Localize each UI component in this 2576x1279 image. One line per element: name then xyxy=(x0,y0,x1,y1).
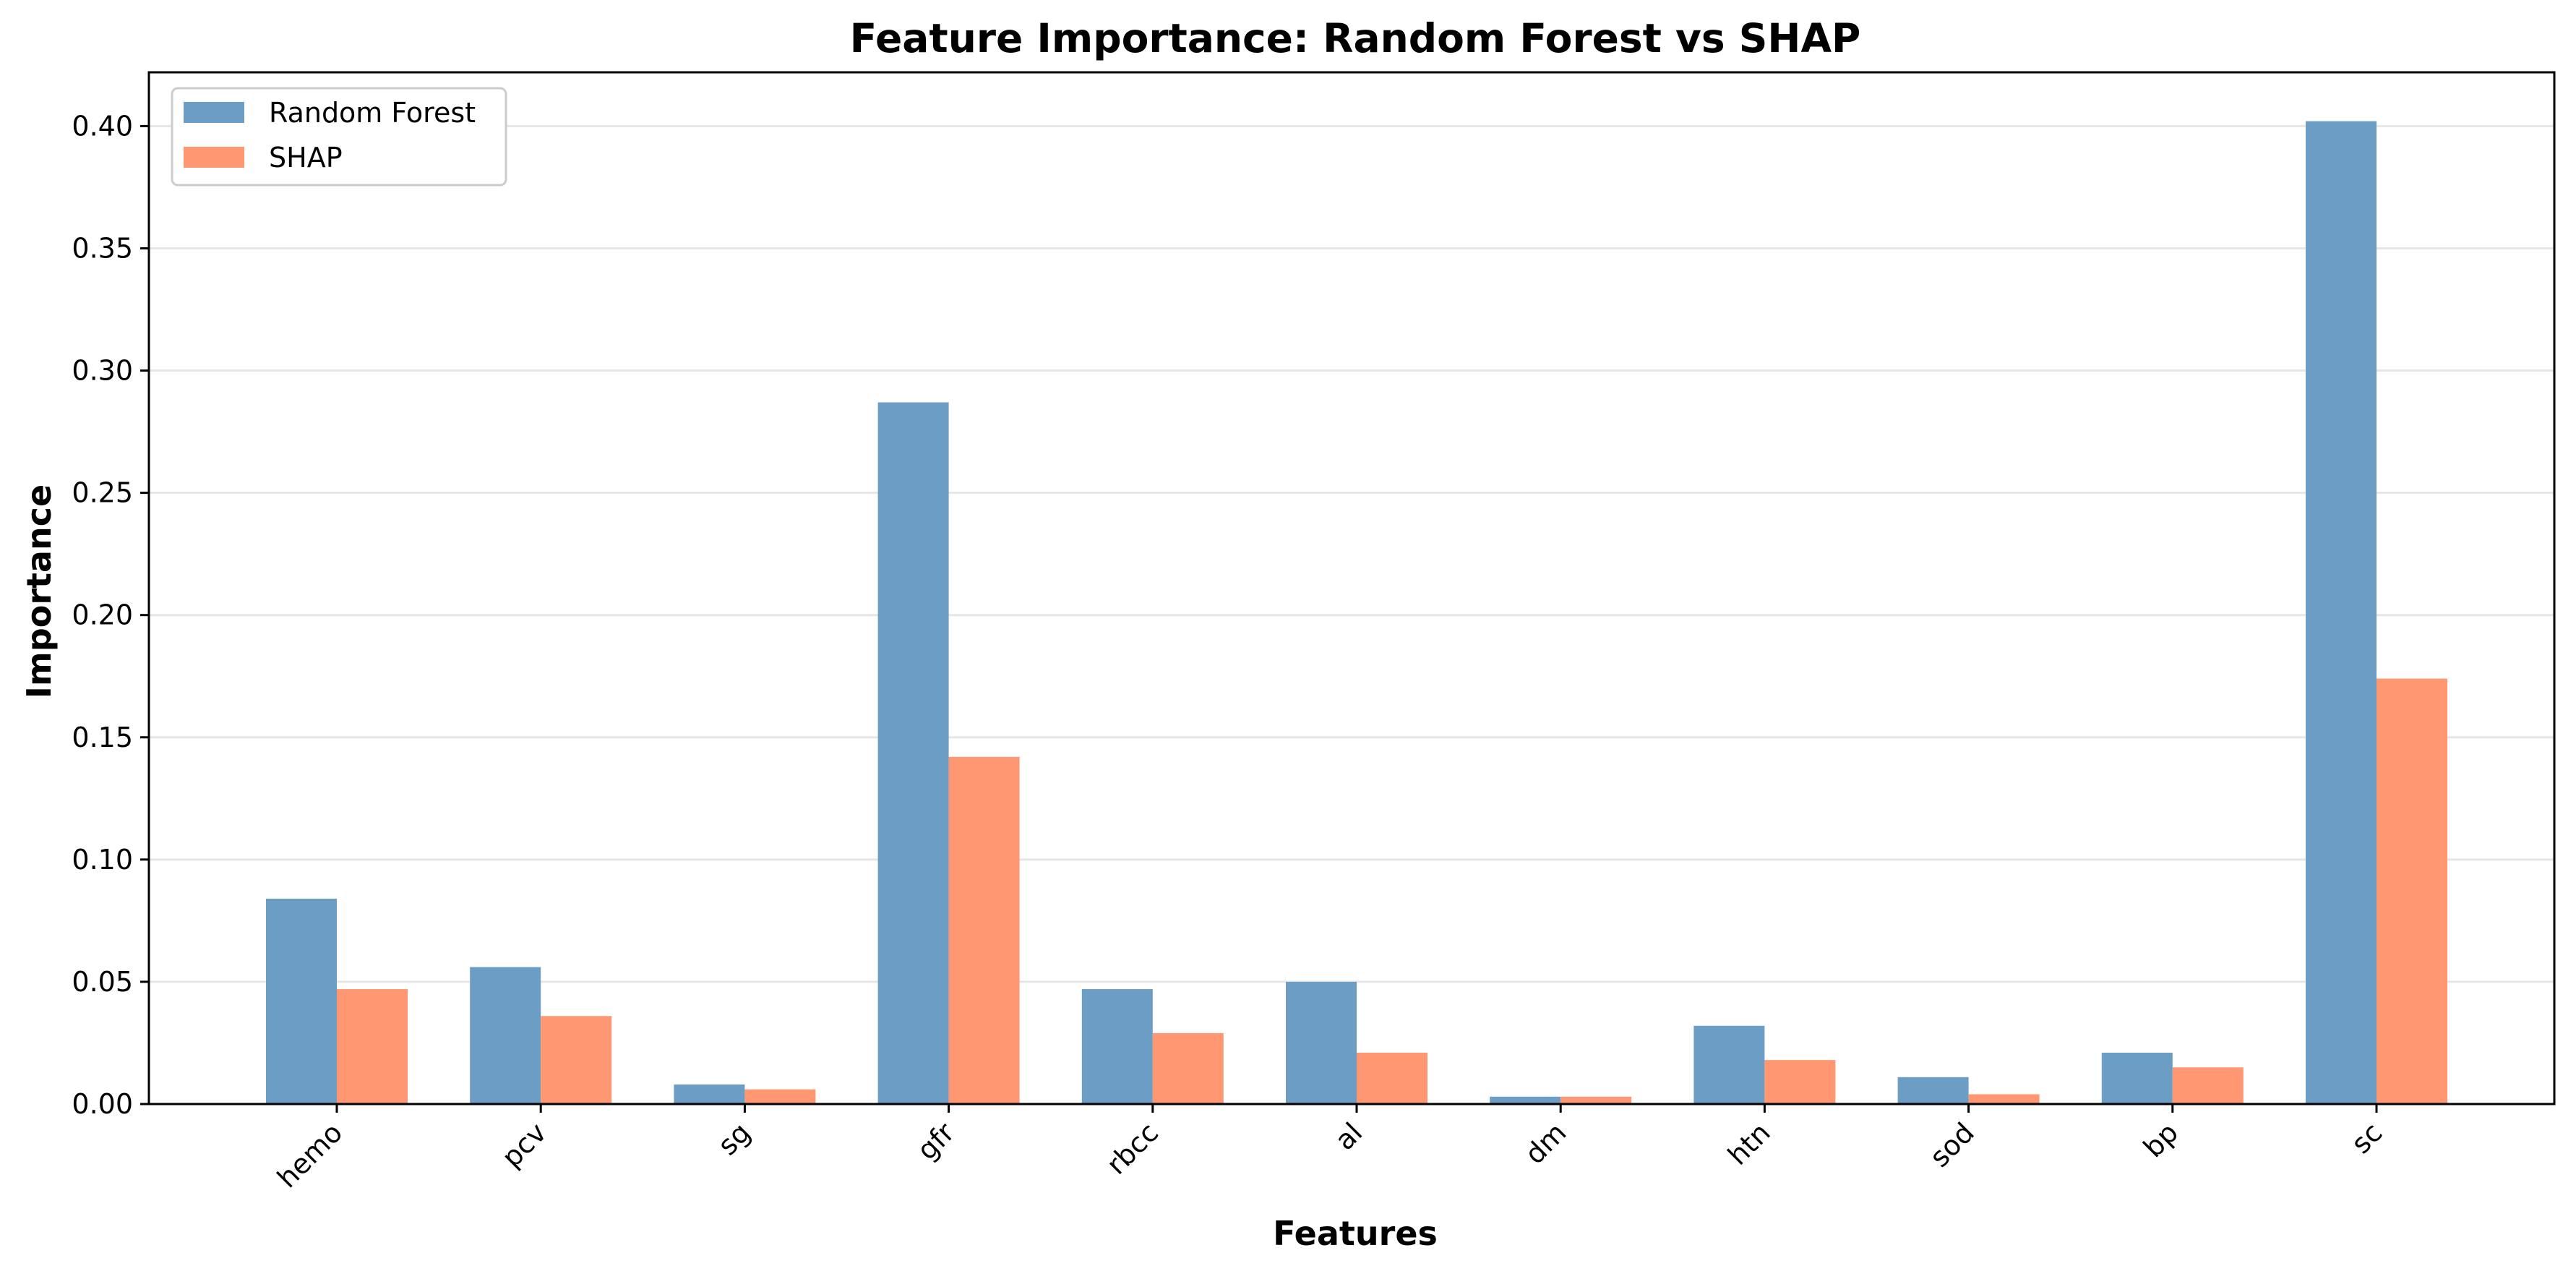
y-tick-label: 0.15 xyxy=(72,722,133,753)
bar-random-forest-sod xyxy=(1897,1077,1969,1104)
y-tick-label: 0.30 xyxy=(72,355,133,387)
y-tick-label: 0.35 xyxy=(72,232,133,264)
legend-swatch-random-forest xyxy=(184,102,244,123)
legend-label-shap: SHAP xyxy=(269,142,343,174)
bar-random-forest-pcv xyxy=(470,967,541,1104)
bar-shap-hemo xyxy=(337,989,408,1104)
bar-random-forest-dm xyxy=(1490,1096,1561,1104)
bar-shap-bp xyxy=(2172,1067,2244,1104)
bar-random-forest-htn xyxy=(1693,1025,1765,1104)
legend: Random Forest SHAP xyxy=(171,87,507,187)
legend-swatch-shap xyxy=(184,147,244,168)
y-tick-label: 0.25 xyxy=(72,477,133,509)
bars xyxy=(266,121,2447,1104)
bar-random-forest-al xyxy=(1286,981,1357,1104)
bar-shap-sg xyxy=(744,1089,816,1104)
legend-frame xyxy=(171,87,507,187)
bar-random-forest-rbcc xyxy=(1081,989,1153,1104)
bar-shap-sod xyxy=(1968,1094,2040,1104)
bar-shap-gfr xyxy=(948,756,1020,1104)
bar-shap-rbcc xyxy=(1152,1032,1224,1104)
legend-label-random-forest: Random Forest xyxy=(269,97,476,129)
bar-shap-htn xyxy=(1764,1060,1836,1104)
bar-random-forest-bp xyxy=(2101,1052,2173,1104)
bar-random-forest-sc xyxy=(2306,121,2377,1104)
y-tick-label: 0.10 xyxy=(72,844,133,876)
bar-random-forest-hemo xyxy=(266,898,337,1104)
y-axis-ticks: 0.00 0.05 0.10 0.15 0.20 0.25 0.30 0.35 0.40 xyxy=(72,110,149,1120)
bar-shap-dm xyxy=(1560,1096,1632,1104)
plot-frame xyxy=(147,71,2556,1105)
x-axis-label: Features xyxy=(1273,1214,1438,1253)
bar-random-forest-gfr xyxy=(877,402,949,1104)
y-tick-label: 0.40 xyxy=(72,110,133,142)
bar-shap-pcv xyxy=(541,1016,612,1104)
bar-random-forest-sg xyxy=(674,1084,745,1104)
y-tick-label: 0.05 xyxy=(72,966,133,998)
bar-shap-al xyxy=(1357,1052,1427,1104)
y-axis-label: Importance xyxy=(20,484,59,699)
y-tick-label: 0.20 xyxy=(72,599,133,631)
grid-lines xyxy=(149,124,2554,983)
bar-shap-sc xyxy=(2377,678,2447,1104)
y-tick-label: 0.00 xyxy=(72,1088,133,1120)
chart-title: Feature Importance: Random Forest vs SHA… xyxy=(850,15,1861,61)
